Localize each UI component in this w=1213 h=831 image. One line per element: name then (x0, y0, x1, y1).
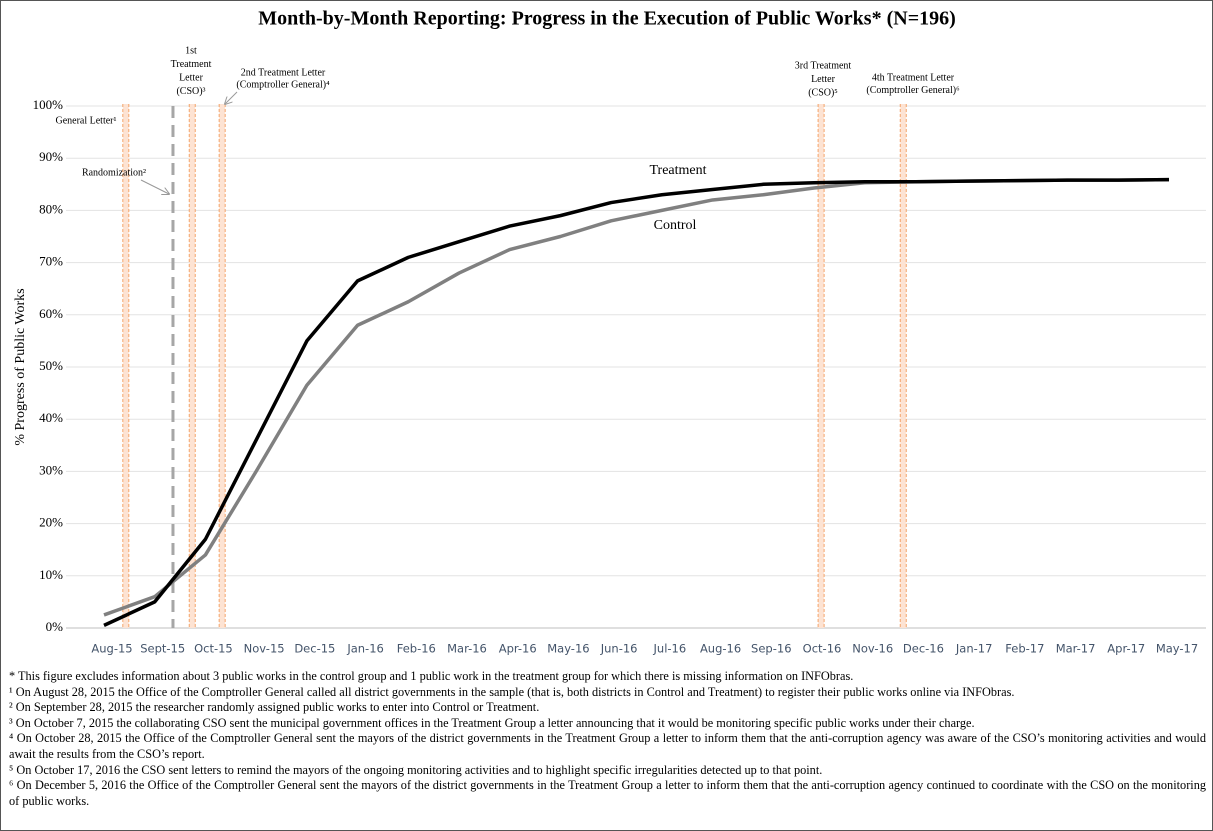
footnote: ⁶ On December 5, 2016 the Office of the … (9, 778, 1206, 808)
footnote: ² On September 28, 2015 the researcher r… (9, 700, 540, 715)
y-tick-label: 50% (39, 358, 63, 373)
x-tick-label: Sep-16 (751, 642, 791, 656)
y-tick-label: 60% (39, 306, 63, 321)
event-band (219, 104, 226, 628)
x-tick-label: Nov-16 (852, 642, 893, 656)
x-tick-label: Oct-16 (803, 642, 842, 656)
y-tick-label: 40% (39, 410, 63, 425)
x-tick-label: Aug-16 (700, 642, 741, 656)
footnote: ⁵ On October 17, 2016 the CSO sent lette… (9, 762, 823, 777)
annotation: 2nd Treatment Letter (241, 67, 326, 78)
x-tick-label: May-17 (1156, 642, 1198, 656)
y-tick-label: 0% (46, 619, 64, 634)
arrow (225, 91, 238, 104)
annotation: (CSO)⁵ (808, 87, 838, 98)
x-tick-label: Dec-15 (294, 642, 335, 656)
annotation: Treatment (171, 59, 212, 70)
y-tick-label: 20% (39, 515, 63, 530)
annotation: Letter (811, 74, 836, 85)
x-tick-label: Mar-17 (1056, 642, 1096, 656)
x-tick-label: Mar-16 (447, 642, 487, 656)
annotation: Randomization² (82, 167, 146, 178)
footnote: * This figure excludes information about… (9, 669, 854, 683)
y-tick-label: 70% (39, 254, 63, 269)
footnote: ⁴ On October 28, 2015 the Office of the … (9, 731, 1206, 761)
x-tick-label: Oct-15 (194, 642, 233, 656)
event-band (189, 104, 196, 628)
x-tick-label: Jan-16 (346, 642, 384, 656)
annotation: (CSO)³ (176, 86, 205, 97)
annotation: General Letter¹ (55, 115, 116, 126)
annotation: (Comptroller General)⁶ (866, 85, 960, 96)
series-line (103, 177, 1170, 617)
event-band (122, 104, 129, 628)
annotation: (Comptroller General)⁴ (236, 79, 330, 90)
annotation: 1st (185, 45, 197, 56)
x-tick-label: Nov-15 (244, 642, 285, 656)
x-tick-label: Apr-17 (1107, 642, 1145, 656)
y-tick-label: 10% (39, 567, 63, 582)
x-tick-label: Dec-16 (903, 642, 944, 656)
annotation: Letter (179, 72, 204, 83)
x-tick-label: Feb-16 (397, 642, 436, 656)
x-tick-label: Jun-16 (600, 642, 638, 656)
x-tick-label: May-16 (547, 642, 589, 656)
event-band (900, 104, 907, 628)
y-tick-label: 30% (39, 462, 63, 477)
chart: Month-by-Month Reporting: Progress in th… (13, 8, 1206, 656)
series-label: Control (654, 218, 697, 233)
footnotes: * This figure excludes information about… (9, 669, 1206, 809)
footnote: ¹ On August 28, 2015 the Office of the C… (9, 684, 1015, 699)
y-axis-label: % Progress of Public Works (13, 288, 28, 445)
y-tick-label: 90% (39, 149, 63, 164)
event-band (818, 104, 825, 628)
x-tick-label: Sept-15 (140, 642, 185, 656)
annotation: 4th Treatment Letter (872, 72, 955, 83)
footnote: ³ On October 7, 2015 the collaborating C… (9, 715, 975, 730)
y-tick-label: 100% (33, 97, 64, 112)
series-label: Treatment (649, 163, 706, 178)
chart-title: Month-by-Month Reporting: Progress in th… (258, 8, 956, 30)
x-tick-label: Jan-17 (955, 642, 993, 656)
series-line (103, 177, 1170, 627)
arrow (140, 179, 169, 194)
x-tick-label: Aug-15 (91, 642, 132, 656)
x-tick-label: Feb-17 (1005, 642, 1044, 656)
annotation: 3rd Treatment (795, 60, 852, 71)
x-tick-label: Apr-16 (499, 642, 537, 656)
y-tick-label: 80% (39, 201, 63, 216)
x-tick-label: Jul-16 (653, 642, 687, 656)
